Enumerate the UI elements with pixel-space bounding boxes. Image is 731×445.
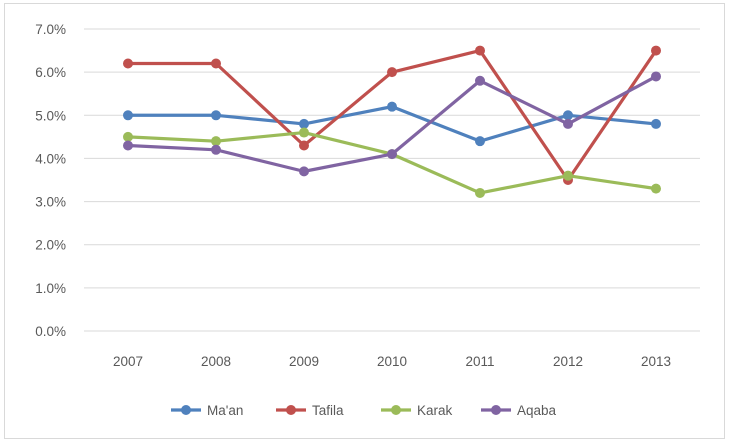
series bbox=[123, 101, 661, 147]
data-point bbox=[299, 166, 309, 177]
legend-item: Ma'an bbox=[171, 403, 243, 418]
x-tick-label: 2008 bbox=[201, 354, 231, 369]
x-axis-tick-labels: 2007 2008 2009 2010 2011 2012 2013 bbox=[113, 354, 671, 369]
data-point bbox=[123, 131, 133, 142]
y-tick-label: 4.0% bbox=[35, 151, 66, 166]
y-tick-label: 7.0% bbox=[35, 22, 66, 37]
y-tick-label: 3.0% bbox=[35, 195, 66, 210]
data-point bbox=[387, 101, 397, 112]
data-point bbox=[651, 118, 661, 129]
y-axis-tick-labels: 0.0% 1.0% 2.0% 3.0% 4.0% 5.0% 6.0% 7.0% bbox=[35, 22, 66, 339]
data-point bbox=[563, 170, 573, 181]
x-tick-label: 2007 bbox=[113, 354, 143, 369]
data-point bbox=[387, 67, 397, 78]
data-point bbox=[563, 110, 573, 121]
y-tick-label: 6.0% bbox=[35, 65, 66, 80]
x-tick-label: 2010 bbox=[377, 354, 407, 369]
data-point bbox=[211, 58, 221, 69]
data-point bbox=[475, 75, 485, 86]
legend-label: Aqaba bbox=[517, 403, 557, 418]
data-point bbox=[299, 127, 309, 138]
x-tick-label: 2013 bbox=[641, 354, 671, 369]
legend-item: Tafila bbox=[276, 403, 344, 418]
legend-item: Karak bbox=[381, 403, 453, 418]
legend-swatch-marker bbox=[181, 405, 191, 415]
data-point bbox=[387, 149, 397, 160]
y-tick-label: 5.0% bbox=[35, 108, 66, 123]
y-tick-label: 2.0% bbox=[35, 238, 66, 253]
legend: Ma'an Tafila Karak Aqaba bbox=[171, 403, 557, 418]
legend-swatch-marker bbox=[391, 405, 401, 415]
x-tick-label: 2011 bbox=[465, 354, 494, 369]
y-tick-label: 0.0% bbox=[35, 324, 66, 339]
series-line bbox=[126, 130, 658, 195]
legend-label: Ma'an bbox=[207, 403, 243, 418]
series bbox=[123, 71, 661, 177]
legend-label: Karak bbox=[417, 403, 453, 418]
data-point bbox=[123, 58, 133, 69]
data-point bbox=[475, 187, 485, 198]
data-point bbox=[211, 144, 221, 155]
data-point bbox=[299, 140, 309, 151]
data-point bbox=[651, 71, 661, 82]
data-point bbox=[123, 140, 133, 151]
legend-item: Aqaba bbox=[481, 403, 557, 418]
data-point bbox=[123, 110, 133, 121]
data-point bbox=[299, 118, 309, 129]
data-point bbox=[475, 136, 485, 147]
chart-frame bbox=[4, 3, 725, 439]
legend-label: Tafila bbox=[312, 403, 344, 418]
y-tick-label: 1.0% bbox=[35, 281, 66, 296]
legend-swatch-marker bbox=[491, 405, 501, 415]
data-point bbox=[475, 45, 485, 56]
series-line bbox=[126, 105, 658, 143]
data-point bbox=[211, 136, 221, 147]
data-point bbox=[651, 45, 661, 56]
data-point bbox=[563, 118, 573, 129]
x-tick-label: 2012 bbox=[553, 354, 583, 369]
data-point bbox=[211, 110, 221, 121]
x-tick-label: 2009 bbox=[289, 354, 319, 369]
legend-swatch-marker bbox=[286, 405, 296, 415]
data-point bbox=[651, 183, 661, 194]
series-lines bbox=[123, 45, 661, 198]
